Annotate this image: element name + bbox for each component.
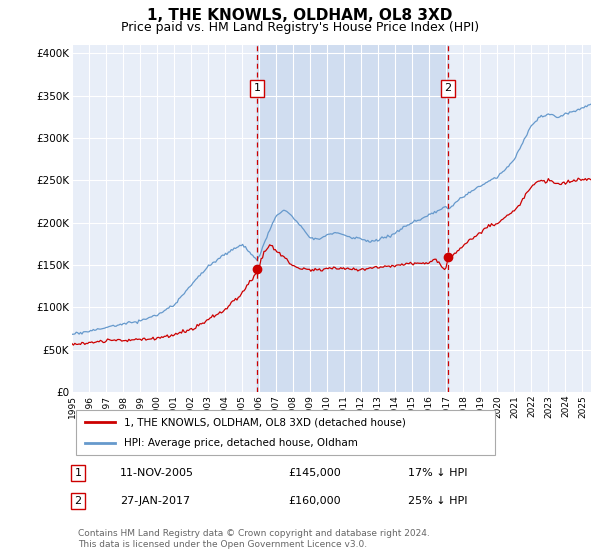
Text: 17% ↓ HPI: 17% ↓ HPI [408,468,467,478]
Bar [257,45,448,392]
Text: £160,000: £160,000 [288,496,341,506]
Text: 27-JAN-2017: 27-JAN-2017 [120,496,190,506]
Text: £145,000: £145,000 [288,468,341,478]
Text: Contains HM Land Registry data © Crown copyright and database right 2024.
This d: Contains HM Land Registry data © Crown c… [78,529,430,549]
Text: 1: 1 [253,83,260,93]
Text: HPI: Average price, detached house, Oldham: HPI: Average price, detached house, Oldh… [124,438,358,448]
Text: 1, THE KNOWLS, OLDHAM, OL8 3XD: 1, THE KNOWLS, OLDHAM, OL8 3XD [148,8,452,24]
Text: 11-NOV-2005: 11-NOV-2005 [120,468,194,478]
Text: 1, THE KNOWLS, OLDHAM, OL8 3XD (detached house): 1, THE KNOWLS, OLDHAM, OL8 3XD (detached… [124,417,406,427]
Text: 1: 1 [74,468,82,478]
Text: Price paid vs. HM Land Registry's House Price Index (HPI): Price paid vs. HM Land Registry's House … [121,21,479,34]
Text: 2: 2 [444,83,451,93]
FancyBboxPatch shape [76,410,496,455]
Text: 2: 2 [74,496,82,506]
Text: 25% ↓ HPI: 25% ↓ HPI [408,496,467,506]
